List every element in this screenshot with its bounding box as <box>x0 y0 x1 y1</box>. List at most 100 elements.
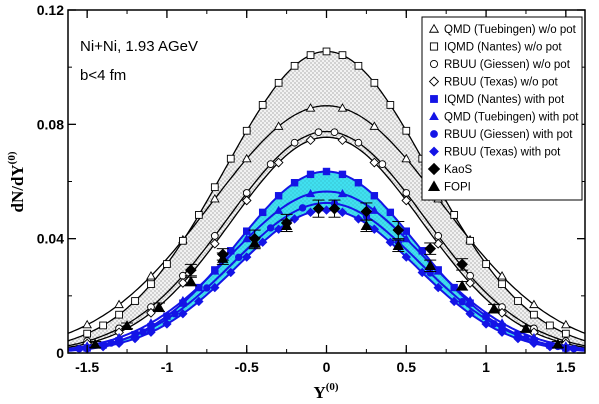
curve-6 <box>68 201 585 351</box>
marker-s0-p5 <box>241 153 252 163</box>
marker-s2-p11 <box>378 160 387 168</box>
exp-point-s1-p8 <box>392 240 404 250</box>
marker-s2-p9 <box>330 128 339 137</box>
marker-s4-p12 <box>274 192 283 200</box>
marker-s1-p13 <box>290 61 299 70</box>
marker-s4-p23 <box>450 283 458 292</box>
x-tick-label: 0 <box>323 359 331 375</box>
legend-label-8: KaoS <box>444 164 472 176</box>
marker-s1-p10 <box>242 126 251 135</box>
annotation-collision-system: Ni+Ni, 1.93 AGeV <box>80 38 198 55</box>
marker-s0-p13 <box>497 271 507 280</box>
legend-box <box>421 16 583 201</box>
marker-s4-p9 <box>227 247 235 255</box>
marker-s7-p24 <box>465 309 475 319</box>
exp-point-s1-p13 <box>552 338 564 349</box>
marker-s1-p30 <box>562 329 570 338</box>
marker-s5-p4 <box>210 266 220 275</box>
marker-s1-p18 <box>370 78 379 87</box>
marker-s5-p5 <box>242 234 252 243</box>
marker-s2-p7 <box>290 138 299 147</box>
marker-s5-p11 <box>433 266 443 275</box>
legend-label-5: QMD (Tuebingen) with pot <box>444 112 579 124</box>
marker-s6-p1 <box>107 339 115 347</box>
marker-s6-p16 <box>570 345 578 353</box>
marker-s4-p11 <box>258 208 267 217</box>
y-axis-ticks: 0 0.04 0.08 0.12 <box>37 2 585 361</box>
marker-s4-p19 <box>386 208 395 217</box>
exp-point-s0-p0 <box>185 264 197 276</box>
marker-s7-p27 <box>513 333 523 344</box>
marker-s7-p20 <box>401 252 411 262</box>
marker-s7-p8 <box>210 282 220 293</box>
exp-point-s1-p7 <box>360 220 373 230</box>
marker-s4-p15 <box>322 167 331 176</box>
marker-s1-p6 <box>179 236 187 245</box>
marker-s0-p9 <box>369 121 380 130</box>
marker-s3-p4 <box>209 238 220 249</box>
marker-s3-p11 <box>433 238 444 249</box>
marker-s7-p17 <box>353 214 364 224</box>
marker-s6-p4 <box>203 284 211 292</box>
marker-s2-p13 <box>434 232 443 240</box>
marker-s4-p10 <box>243 227 251 235</box>
marker-s1-p3 <box>131 297 139 305</box>
marker-s7-p28 <box>529 338 539 349</box>
x-tick-label: -0.5 <box>235 359 259 375</box>
marker-s2-p4 <box>210 232 219 240</box>
y-axis-title: dN/dY(0) <box>6 151 27 212</box>
marker-s6-p3 <box>171 310 179 318</box>
marker-s4-p17 <box>354 179 363 187</box>
marker-s0-p4 <box>209 193 220 203</box>
legend-marker-7 <box>429 146 439 157</box>
marker-s3-p6 <box>273 157 284 168</box>
marker-s4-p21 <box>418 247 426 255</box>
marker-s7-p7 <box>194 296 204 307</box>
marker-s4-p18 <box>370 192 379 200</box>
marker-s1-p17 <box>354 61 363 70</box>
experimental-data <box>89 199 564 349</box>
marker-s7-p29 <box>545 342 555 352</box>
exp-point-s1-p0 <box>89 338 101 349</box>
marker-s1-p20 <box>402 126 411 135</box>
marker-s5-p8 <box>337 189 348 198</box>
marker-s1-p11 <box>258 101 267 109</box>
exp-point-s1-p12 <box>520 322 532 333</box>
exp-point-s1-p11 <box>488 302 500 313</box>
marker-s3-p8 <box>337 135 348 146</box>
marker-s2-p12 <box>402 189 411 197</box>
x-tick-label: 1.5 <box>556 359 576 375</box>
exp-point-s1-p2 <box>153 301 165 312</box>
marker-s1-p24 <box>466 236 474 245</box>
marker-s7-p3 <box>130 333 140 344</box>
marker-s0-p0 <box>82 319 93 329</box>
x-axis-title: Y(0) <box>313 381 338 402</box>
legend-marker-5 <box>429 111 439 121</box>
x-tick-label: 1 <box>482 359 490 375</box>
marker-s1-p7 <box>194 211 203 219</box>
marker-s5-p12 <box>465 295 475 304</box>
model-markers <box>75 47 578 354</box>
marker-s5-p3 <box>178 295 188 304</box>
marker-s5-p9 <box>369 205 379 214</box>
marker-s3-p10 <box>401 195 412 206</box>
legend-label-4: IQMD (Nantes) with pot <box>444 94 565 106</box>
marker-s3-p5 <box>241 195 252 206</box>
marker-s4-p5 <box>163 312 171 320</box>
exp-point-s0-p4 <box>312 202 325 215</box>
marker-s4-p16 <box>338 170 347 179</box>
exp-point-s0-p9 <box>456 258 468 271</box>
x-tick-label: -1 <box>161 359 174 375</box>
marker-s6-p2 <box>139 328 147 336</box>
marker-s7-p5 <box>162 319 172 329</box>
legend-marker-2 <box>429 59 439 69</box>
y-tick-label: 0 <box>56 345 64 361</box>
legend-label-9: FOPI <box>444 182 471 194</box>
marker-s0-p8 <box>337 103 348 112</box>
marker-s1-p2 <box>115 310 123 319</box>
marker-s1-p12 <box>274 78 283 87</box>
marker-s0-p1 <box>114 299 124 309</box>
legend-label-3: RBUU (Texas) w/o pot <box>444 77 559 89</box>
legend-marker-0 <box>428 23 440 33</box>
